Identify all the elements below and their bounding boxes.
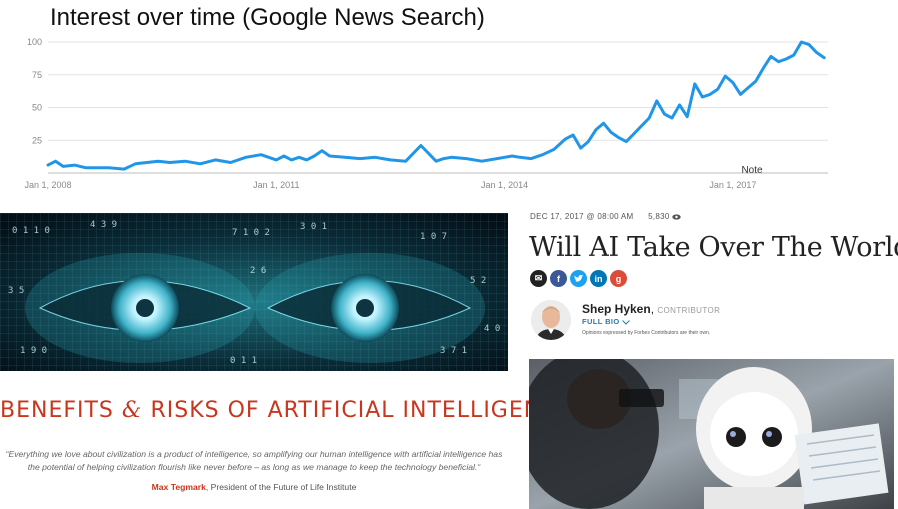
full-bio-link[interactable]: FULL BIO	[582, 317, 630, 326]
note-annotation[interactable]: Note	[741, 165, 763, 176]
chart-grid	[48, 41, 828, 174]
svg-text:3 0 1: 3 0 1	[300, 222, 327, 232]
attribution-name[interactable]: Max Tegmark	[151, 482, 206, 492]
chevron-down-icon	[622, 319, 630, 325]
svg-text:2 6: 2 6	[250, 266, 266, 276]
series-line	[46, 40, 826, 171]
svg-text:3 7 1: 3 7 1	[440, 346, 467, 356]
eye-icon	[672, 214, 681, 220]
svg-text:3 5: 3 5	[8, 286, 24, 296]
author-line: Shep Hyken, CONTRIBUTOR	[582, 302, 721, 316]
article-headline[interactable]: Will AI Take Over The World?	[529, 232, 898, 263]
svg-text:7 1 0 2: 7 1 0 2	[232, 228, 270, 238]
y-tick-label: 75	[32, 70, 42, 80]
y-tick-label: 25	[32, 135, 42, 145]
x-tick-label: Jan 1, 2014	[481, 180, 528, 190]
svg-text:1 9 0: 1 9 0	[20, 346, 47, 356]
svg-text:4 0: 4 0	[484, 324, 500, 334]
article-meta: DEC 17, 2017 @ 08:00 AM 5,830	[530, 212, 681, 221]
quote-text: “Everything we love about civilization i…	[5, 449, 503, 472]
ai-eyes-image: 0 1 1 0 4 3 9 7 1 0 2 3 0 1 1 0 7 5 2 1 9 0 0…	[0, 213, 508, 371]
svg-text:1 0 7: 1 0 7	[420, 232, 447, 242]
svg-text:5 2: 5 2	[470, 276, 486, 286]
facebook-icon[interactable]: f	[550, 270, 567, 287]
y-axis-ticks: 25 50 75 100	[27, 37, 42, 145]
y-tick-label: 100	[27, 37, 42, 47]
robot-photo	[529, 359, 894, 509]
y-tick-label: 50	[32, 103, 42, 113]
twitter-icon[interactable]	[570, 270, 587, 287]
ampersand: &	[121, 398, 143, 423]
email-icon[interactable]: ✉	[530, 270, 547, 287]
share-buttons: ✉ f in g	[530, 270, 627, 287]
view-count: 5,830	[648, 212, 681, 221]
x-tick-label: Jan 1, 2017	[709, 180, 756, 190]
svg-text:4 3 9: 4 3 9	[90, 220, 117, 230]
google-plus-icon[interactable]: g	[610, 270, 627, 287]
x-tick-label: Jan 1, 2008	[24, 180, 71, 190]
svg-text:0 1 1 0: 0 1 1 0	[12, 226, 50, 236]
x-axis-ticks: Jan 1, 2008 Jan 1, 2011 Jan 1, 2014 Jan 1, …	[24, 180, 756, 190]
linkedin-icon[interactable]: in	[590, 270, 607, 287]
svg-text:0 1 1: 0 1 1	[230, 356, 257, 366]
quote-attribution: Max Tegmark, President of the Future of …	[151, 482, 357, 492]
contributor-disclaimer: Opinions expressed by Forbes Contributor…	[582, 330, 711, 336]
benefits-title: BENEFITS & RISKS OF ARTIFICIAL INTELLIGE…	[0, 398, 573, 423]
article-date: DEC 17, 2017 @ 08:00 AM	[530, 212, 634, 221]
x-tick-label: Jan 1, 2011	[253, 180, 299, 190]
author-role: CONTRIBUTOR	[657, 306, 721, 315]
avatar[interactable]	[531, 300, 571, 340]
author-name[interactable]: Shep Hyken	[582, 302, 651, 316]
chart-title: Interest over time (Google News Search)	[50, 4, 485, 31]
